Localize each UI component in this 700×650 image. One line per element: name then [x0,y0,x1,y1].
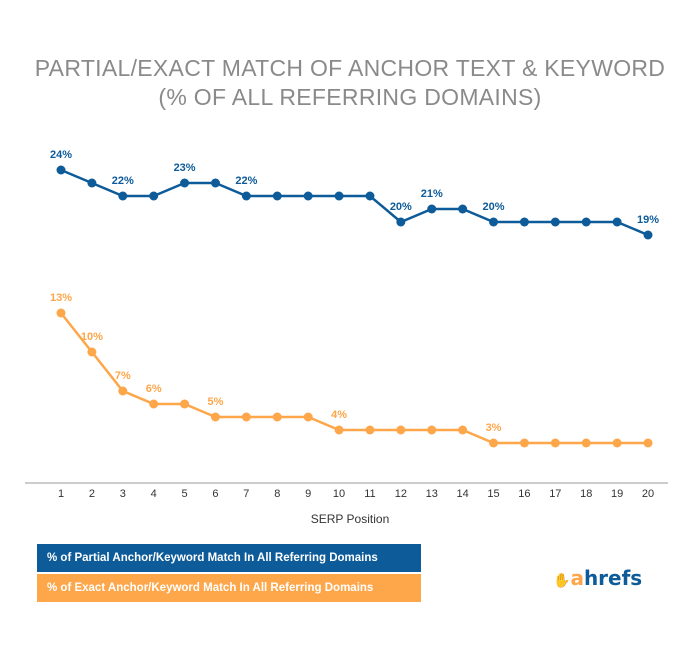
x-tick-label: 20 [642,488,654,500]
data-point [56,165,66,175]
ahrefs-logo: ✋ahrefs [553,566,643,590]
x-tick-label: 9 [305,488,311,500]
x-tick-label: 13 [426,488,438,500]
data-label: 24% [50,149,72,161]
data-label: 23% [174,162,196,174]
data-point [581,217,591,227]
x-tick-label: 16 [518,488,530,500]
x-tick-label: 14 [457,488,469,500]
x-axis-label: SERP Position [310,512,390,526]
series-line-0 [60,168,649,237]
data-point [149,399,159,409]
data-point [241,191,251,201]
data-point [643,438,653,448]
data-label: 6% [146,383,162,395]
chart-subtitle: (% OF ALL REFERRING DOMAINS) [158,84,542,110]
legend-partial: % of Partial Anchor/Keyword Match In All… [37,544,421,572]
data-label: 3% [486,422,502,434]
data-label: 5% [208,396,224,408]
chart-title: PARTIAL/EXACT MATCH OF ANCHOR TEXT & KEY… [34,55,666,81]
data-point [210,412,220,422]
x-tick-label: 2 [89,488,95,500]
data-point [56,308,66,318]
data-point [303,191,313,201]
data-point [427,204,437,214]
data-point [87,178,97,188]
data-point [550,438,560,448]
x-tick-label: 4 [151,488,157,500]
x-tick-label: 5 [182,488,188,500]
x-tick-label: 19 [611,488,623,500]
data-point [458,204,468,214]
x-tick-label: 15 [487,488,499,500]
data-point [458,425,468,435]
data-point [519,438,529,448]
data-label: 20% [483,201,505,213]
data-label: 22% [112,175,134,187]
data-label: 20% [390,201,412,213]
x-tick-label: 8 [274,488,280,500]
x-tick-label: 10 [333,488,345,500]
data-point [519,217,529,227]
data-point [643,230,653,240]
x-tick-label: 17 [549,488,561,500]
data-label: 21% [421,188,443,200]
data-point [118,191,128,201]
data-label: 22% [235,175,257,187]
data-point [149,191,159,201]
data-label: 4% [331,409,347,421]
x-tick-label: 12 [395,488,407,500]
data-label: 7% [115,370,131,382]
data-point [272,412,282,422]
data-point [612,438,622,448]
data-point [303,412,313,422]
data-point [180,399,190,409]
x-tick-label: 6 [212,488,218,500]
data-point [612,217,622,227]
data-point [396,217,406,227]
x-tick-label: 1 [58,488,64,500]
data-point [581,438,591,448]
data-point [489,217,499,227]
legend-exact: % of Exact Anchor/Keyword Match In All R… [37,574,421,602]
data-point [365,191,375,201]
data-point [87,347,97,357]
data-point [550,217,560,227]
x-tick-label: 3 [120,488,126,500]
data-label: 19% [637,214,659,226]
data-point [272,191,282,201]
data-point [118,386,128,396]
data-point [489,438,499,448]
x-tick-label: 11 [364,488,375,500]
x-tick-label: 18 [580,488,592,500]
data-point [365,425,375,435]
x-tick-label: 7 [243,488,249,500]
data-point [334,191,344,201]
data-point [427,425,437,435]
series-line-1 [60,312,648,445]
data-label: 10% [81,331,103,343]
data-point [241,412,251,422]
data-point [180,178,190,188]
data-point [396,425,406,435]
ahrefs-hand-icon: ✋ [553,573,571,589]
data-label: 13% [50,292,72,304]
data-point [334,425,344,435]
data-point [210,178,220,188]
